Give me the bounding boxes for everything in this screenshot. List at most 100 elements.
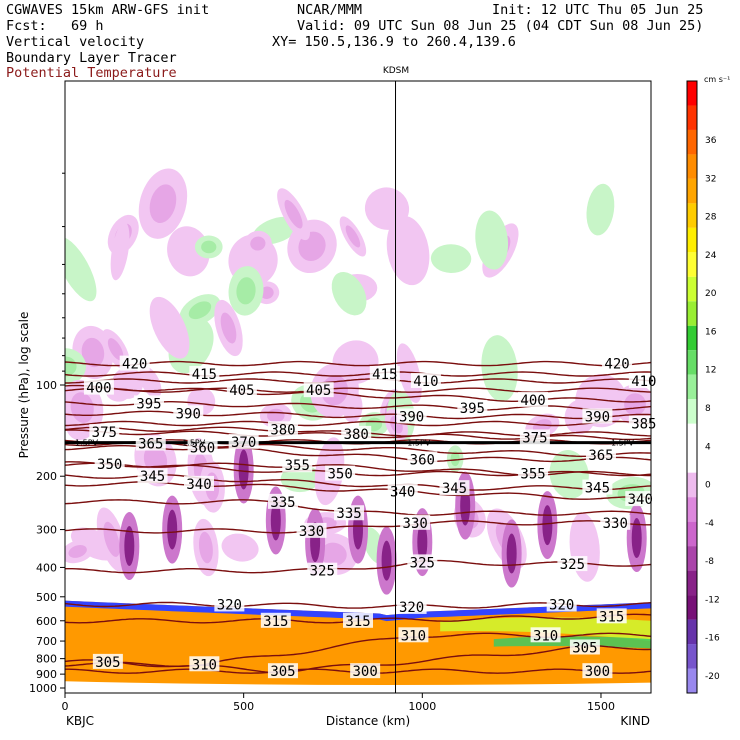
isentrope-label: 305 [270, 664, 295, 680]
isentrope-label: 350 [327, 467, 352, 483]
isentrope-label-bg [83, 379, 114, 395]
isentrope-label-bg [343, 612, 373, 628]
isentrope-label-bg [530, 627, 561, 643]
field-boundary-layer-tracer: Boundary Layer Tracer [6, 50, 177, 66]
colorbar-frame [686, 80, 698, 694]
downward-motion-core [198, 531, 213, 564]
isentrope-label-bg [457, 399, 488, 415]
isentrope-label-bg [183, 475, 214, 491]
downward-motion-core [81, 337, 105, 368]
colorbar-band [687, 497, 697, 522]
upward-motion-area [586, 183, 615, 236]
colorbar-band [687, 154, 697, 179]
colorbar-band [687, 546, 697, 571]
marker-station-label: KDSM [383, 66, 409, 76]
isentrope-label: 330 [403, 516, 428, 532]
colorbar-band [687, 325, 697, 351]
colorbar-band [687, 105, 697, 130]
isentrope-label: 375 [92, 425, 117, 441]
isentrope-label: 310 [401, 628, 426, 644]
colorbar-label: 16 [705, 327, 717, 337]
forecast-hour: Fcst: 69 h [6, 18, 104, 34]
isentrope-label: 365 [588, 448, 613, 464]
colorbar-band [687, 472, 697, 498]
isentrope-label-bg [214, 596, 245, 612]
downward-motion-area [110, 222, 130, 281]
upward-motion-core [201, 240, 217, 254]
left-station-label: KBJC [66, 714, 94, 728]
isentrope-label-bg [282, 457, 313, 473]
isentrope-label-bg [400, 514, 431, 530]
y-axis-label: Pressure (hPa), log scale [17, 312, 31, 459]
strong-downward-core [381, 540, 392, 581]
isentrope-label: 345 [585, 481, 610, 497]
isentrope-label: 320 [549, 597, 574, 613]
isentrope-label: 365 [138, 437, 163, 453]
downward-motion-core [220, 312, 237, 344]
isentrope-label-bg [133, 395, 164, 411]
isentrope-label: 340 [186, 477, 211, 493]
isentrope-label: 405 [306, 383, 331, 399]
isentrope-label-bg [260, 612, 291, 628]
isentrope-355 [65, 462, 651, 477]
isentrope-label: 410 [631, 374, 656, 390]
strong-downward-core [417, 522, 428, 563]
isentrope-label-bg [119, 355, 150, 371]
colorbar-band [687, 227, 697, 253]
isentrope-label-bg [557, 556, 588, 572]
isentrope-label-bg [398, 627, 429, 643]
isentrope-label-bg [600, 514, 631, 530]
isentrope-label: 305 [95, 655, 120, 671]
downward-motion-core [345, 225, 361, 248]
isentrope-label: 335 [270, 495, 295, 511]
colorbar-unit: cm s⁻¹ [704, 75, 730, 84]
isentrope-label-bg [410, 372, 441, 388]
isentrope-label: 330 [603, 516, 628, 532]
model-title: CGWAVES 15km ARW-GFS init [6, 2, 210, 18]
upward-motion-area [331, 271, 367, 316]
colorbar-label: 8 [705, 404, 711, 414]
isentrope-label: 345 [442, 481, 467, 497]
y-tick-label: 200 [36, 470, 57, 483]
colorbar-band [687, 374, 697, 400]
strong-downward-core [506, 533, 517, 574]
colorbar-band [687, 252, 697, 277]
colorbar-label: 20 [705, 289, 717, 299]
axes: 0 500 1000 15001002003004005006007008009001… [29, 172, 615, 713]
isentrope-label-bg [582, 663, 613, 679]
isentrope-415 [65, 371, 651, 377]
colorbar-band [687, 350, 697, 375]
colorbar-band [687, 301, 697, 326]
isentrope-label: 345 [140, 469, 165, 485]
isentrope-label: 315 [263, 614, 288, 630]
isentrope-label: 395 [460, 401, 485, 417]
colorbar-label: 28 [705, 213, 717, 223]
isentrope-label-bg [407, 554, 438, 570]
downward-motion-core [624, 393, 646, 416]
isentrope-label-bg [585, 446, 616, 462]
isentrope-390 [65, 410, 651, 420]
isentrope-label: 300 [585, 664, 610, 680]
downward-motion-area [396, 343, 422, 403]
isentrope-label: 310 [533, 628, 558, 644]
isentrope-label: 340 [628, 492, 653, 508]
x-axis-label: Distance (km) [326, 714, 410, 728]
y-tick-label: 1000 [29, 682, 57, 695]
downward-motion-core [532, 419, 552, 433]
isentrope-label-bg [189, 656, 220, 672]
colorbar-band [687, 595, 697, 620]
downward-motion-area [167, 226, 210, 277]
isentrope-label: 355 [285, 458, 310, 474]
isentrope-label-bg [518, 465, 549, 481]
field-potential-temperature: Potential Temperature [6, 65, 177, 81]
colorbar-band [687, 129, 697, 155]
isentrope-label: 355 [520, 467, 545, 483]
isentrope-label-bg [518, 391, 549, 407]
isentrope-label: 380 [344, 427, 369, 443]
isentrope-label-bg [135, 435, 166, 451]
isentrope-label: 320 [217, 597, 242, 613]
isentrope-label-bg [92, 653, 123, 669]
downward-motion-area [149, 296, 190, 359]
isentrope-label-bg [267, 493, 298, 509]
colorbar-band [687, 399, 697, 424]
